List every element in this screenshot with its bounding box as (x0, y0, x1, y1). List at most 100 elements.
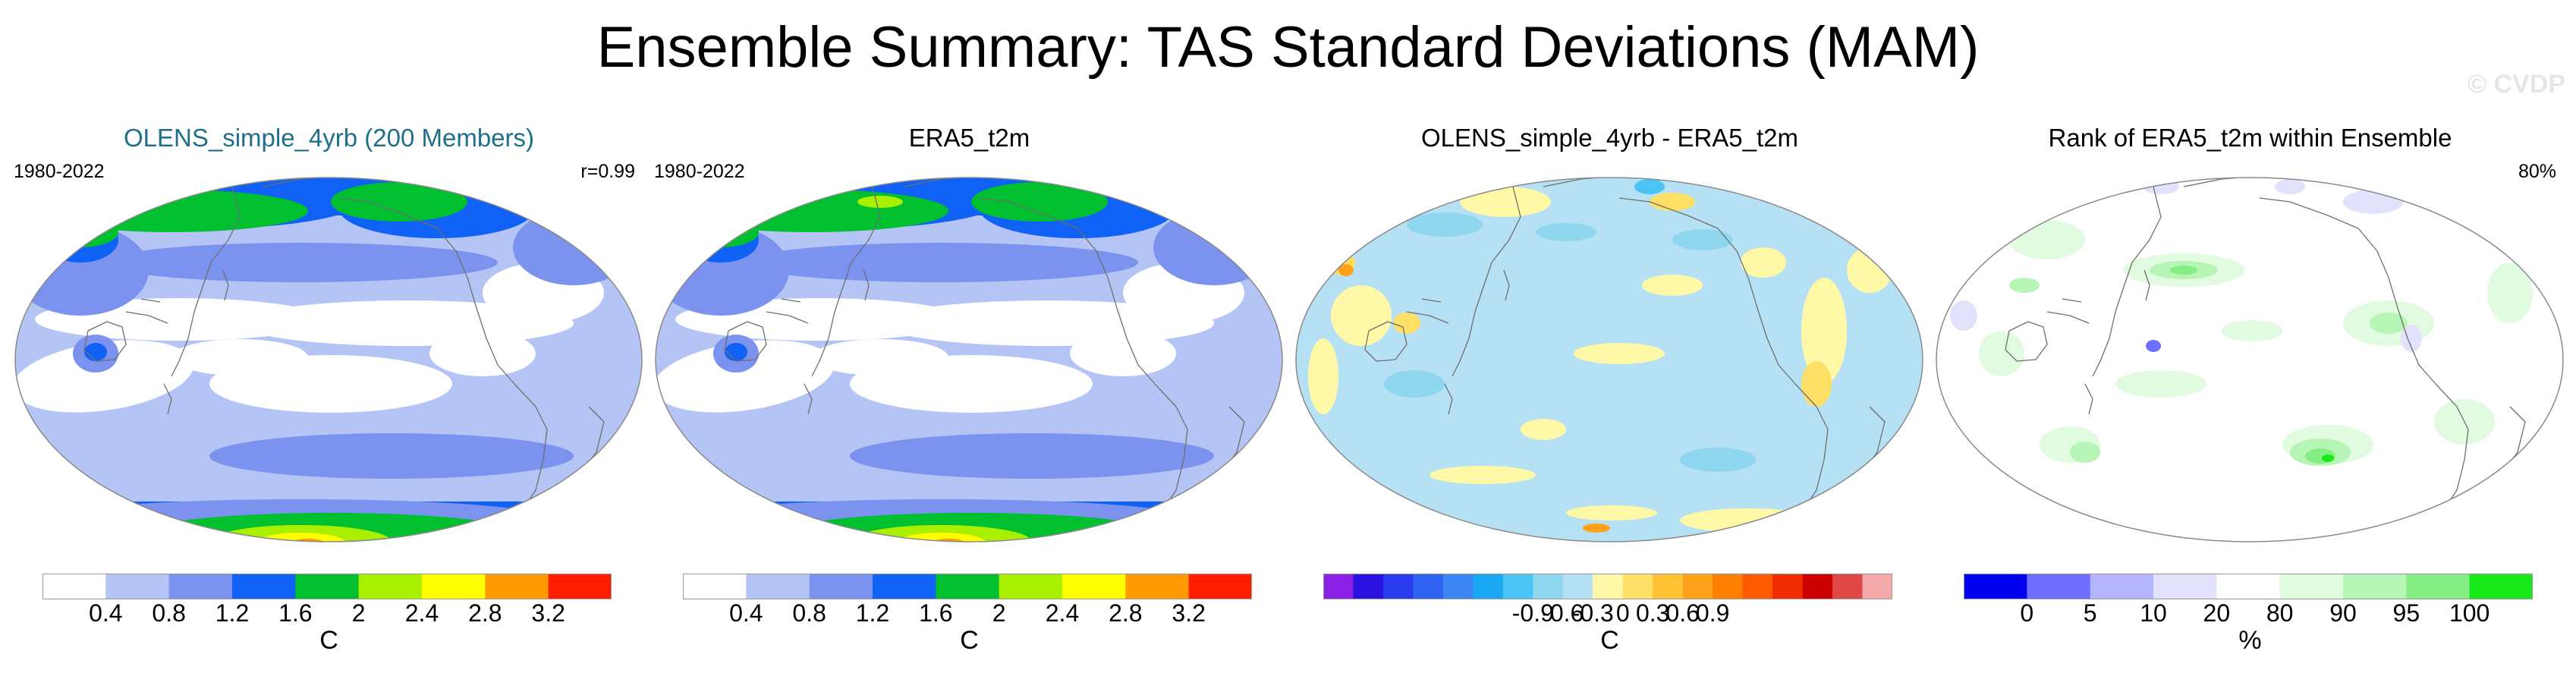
colorbar-swatch (873, 574, 936, 599)
colorbar-tick-label: -0.3 (1571, 599, 1614, 627)
colorbar-swatch (1593, 574, 1624, 599)
colorbar-tick-label: 2.4 (1045, 599, 1080, 627)
colorbar-swatch (1802, 574, 1833, 599)
colorbar-swatch (1323, 574, 1354, 599)
colorbar-swatch (746, 574, 810, 599)
colorbar-tick-label: 90 (2329, 599, 2357, 627)
colorbar-tick-label: -0.6 (1542, 599, 1584, 627)
colorbar-swatch (485, 574, 549, 599)
colorbar-swatch (42, 574, 106, 599)
colorbar-tick-label: 80 (2266, 599, 2294, 627)
pattern-correlation-label: r=0.99 (580, 161, 635, 182)
colorbar-unit-label: C (319, 626, 338, 655)
colorbar-swatch (1442, 574, 1474, 599)
colorbar-unit-label: % (2238, 626, 2262, 655)
colorbar-tick-label: 3.2 (531, 599, 565, 627)
colorbar-swatch (809, 574, 873, 599)
colorbar-swatch (1382, 574, 1414, 599)
colorbar-tick-label: 3.2 (1172, 599, 1206, 627)
colorbar-swatch (1353, 574, 1384, 599)
colorbar-tick-label: 20 (2203, 599, 2231, 627)
colorbar-swatch (1832, 574, 1864, 599)
colorbar-tick-label: 1.6 (278, 599, 313, 627)
colorbar-swatch (1062, 574, 1126, 599)
colorbar-ticks: -0.9 -0.6 -0.3 0 0.3 0.6 0.9 (1293, 599, 1926, 630)
colorbar-swatch (548, 574, 612, 599)
colorbar-unit-label: C (1600, 626, 1619, 655)
percent-label: 80% (2518, 161, 2556, 182)
colorbar-tick-label: 0.4 (729, 599, 763, 627)
cvdp-watermark: © CVDP (2467, 70, 2565, 99)
colorbar-swatch (1473, 574, 1504, 599)
year-range-label: 1980-2022 (14, 161, 105, 182)
world-map (1295, 177, 1923, 542)
colorbar-swatch (999, 574, 1063, 599)
panel-ensemble-std: OLENS_simple_4yrb (200 Members) 1980-202… (12, 121, 646, 668)
figure-title: Ensemble Summary: TAS Standard Deviation… (596, 15, 1980, 80)
colorbar-tick-label: 2 (992, 599, 1006, 627)
colorbar-swatch (2153, 574, 2217, 599)
colorbar-tick-label: 0 (2020, 599, 2034, 627)
colorbar-swatch (683, 574, 747, 599)
year-range-label: 1980-2022 (654, 161, 745, 182)
colorbar-swatch (2469, 574, 2533, 599)
colorbar-tick-label: 5 (2083, 599, 2097, 627)
colorbar (1323, 574, 1892, 599)
colorbar-swatch (2216, 574, 2281, 599)
colorbar-swatch (1742, 574, 1773, 599)
colorbar-tick-label: 0 (1615, 599, 1630, 627)
panel-rank: Rank of ERA5_t2m within Ensemble 80% 0 5 1… (1933, 121, 2567, 668)
colorbar-swatch (232, 574, 296, 599)
colorbar-tick-label: 0.4 (89, 599, 123, 627)
world-map (655, 177, 1283, 542)
panel-title: ERA5_t2m (908, 124, 1030, 152)
panel-difference: OLENS_simple_4yrb - ERA5_t2m -0.9 -0.6 -0.… (1293, 121, 1926, 668)
colorbar-swatch (1125, 574, 1190, 599)
colorbar-tick-label: 0.3 (1635, 599, 1670, 627)
colorbar-swatch (1622, 574, 1653, 599)
colorbar-swatch (1682, 574, 1713, 599)
colorbar-swatch (1964, 574, 2027, 599)
colorbar-tick-label: 1.2 (215, 599, 250, 627)
colorbar-unit-label: C (960, 626, 979, 655)
colorbar (683, 574, 1252, 599)
colorbar-swatch (358, 574, 423, 599)
colorbar-tick-label: -0.9 (1511, 599, 1554, 627)
colorbar-swatch (2406, 574, 2471, 599)
colorbar-tick-label: 0.6 (1665, 599, 1700, 627)
colorbar-tick-label: 0.8 (792, 599, 826, 627)
panel-era5-std: ERA5_t2m 1980-2022 0.4 0.8 1.2 1.6 2 2.4 2.8 3.… (653, 121, 1286, 668)
panel-title: Rank of ERA5_t2m within Ensemble (2048, 124, 2452, 152)
colorbar-swatch (1562, 574, 1593, 599)
colorbar-tick-label: 0.9 (1695, 599, 1730, 627)
colorbar-swatch (936, 574, 1000, 599)
colorbar-tick-label: 2.8 (468, 599, 502, 627)
colorbar-swatch (1653, 574, 1684, 599)
colorbar (1964, 574, 2533, 599)
colorbar-tick-label: 2 (351, 599, 366, 627)
colorbar (42, 574, 612, 599)
colorbar-tick-label: 0.8 (152, 599, 186, 627)
colorbar-swatch (2343, 574, 2407, 599)
colorbar-tick-label: 1.6 (919, 599, 953, 627)
colorbar-swatch (105, 574, 170, 599)
world-map (1936, 177, 2564, 542)
colorbar-tick-label: 100 (2449, 599, 2490, 627)
colorbar-swatch (1713, 574, 1744, 599)
colorbar-ticks: 0 5 10 20 80 90 95 100 (1933, 599, 2567, 630)
colorbar-swatch (1188, 574, 1252, 599)
colorbar-swatch (2090, 574, 2154, 599)
colorbar-tick-label: 95 (2392, 599, 2420, 627)
world-map (14, 177, 643, 542)
colorbar-tick-label: 10 (2140, 599, 2167, 627)
colorbar-ticks: 0.4 0.8 1.2 1.6 2 2.4 2.8 3.2 (12, 599, 646, 630)
panel-title: OLENS_simple_4yrb - ERA5_t2m (1420, 124, 1799, 152)
colorbar-swatch (168, 574, 233, 599)
colorbar-swatch (1772, 574, 1804, 599)
colorbar-ticks: 0.4 0.8 1.2 1.6 2 2.4 2.8 3.2 (653, 599, 1286, 630)
colorbar-tick-label: 1.2 (855, 599, 890, 627)
colorbar-swatch (1862, 574, 1892, 599)
colorbar-swatch (1502, 574, 1533, 599)
colorbar-swatch (295, 574, 360, 599)
colorbar-tick-label: 2.8 (1109, 599, 1143, 627)
